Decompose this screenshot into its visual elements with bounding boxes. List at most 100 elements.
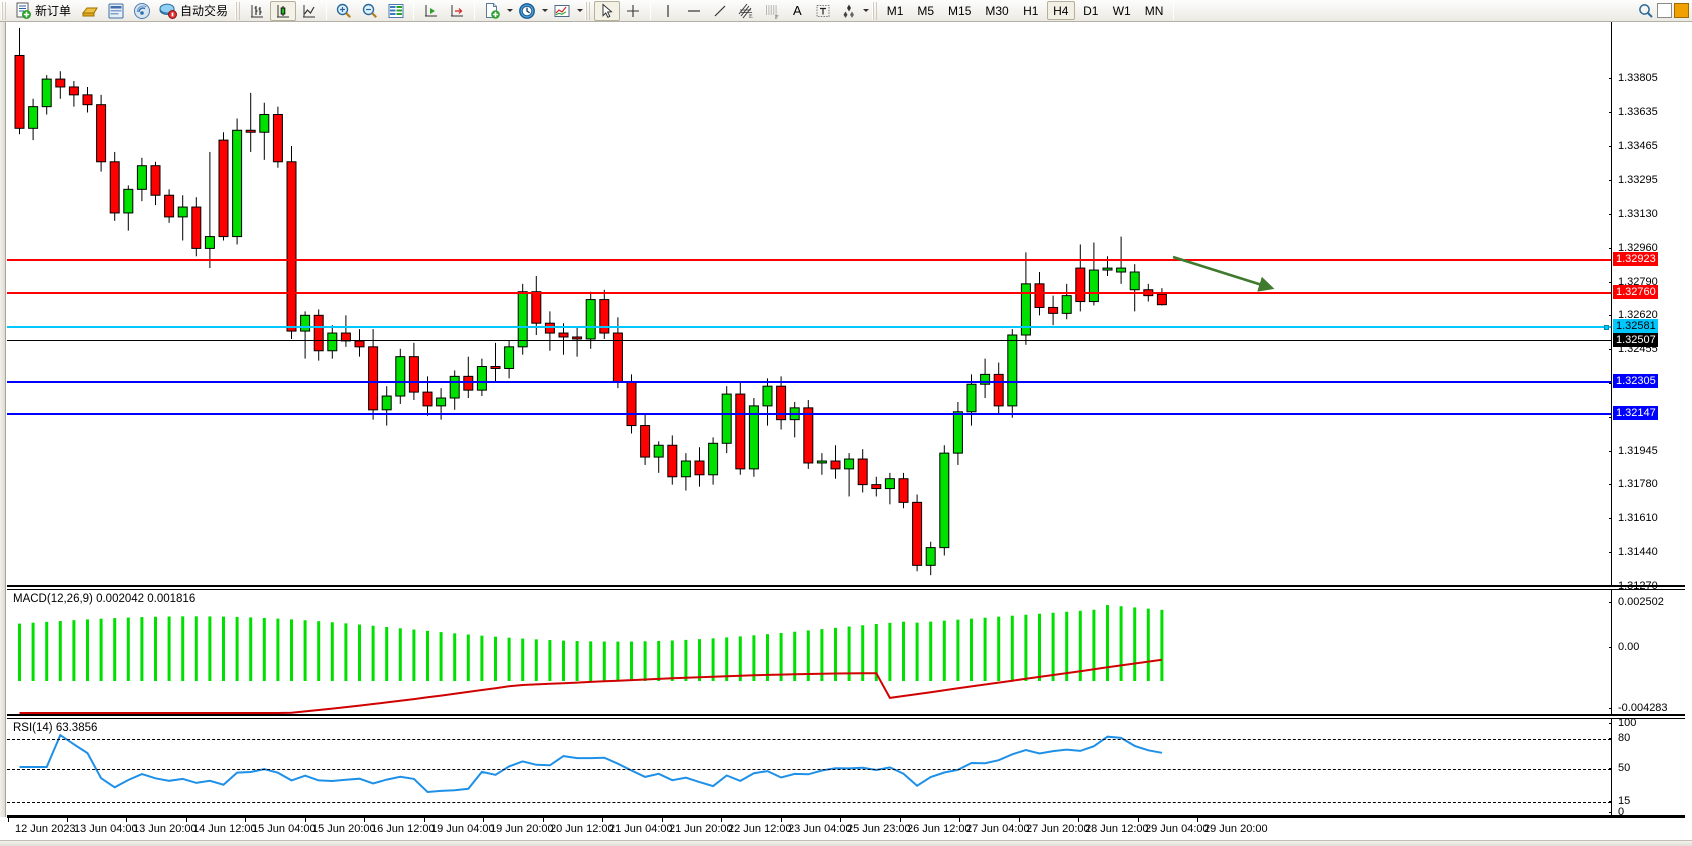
- timeframe-d1[interactable]: D1: [1083, 3, 1099, 18]
- rsi-scale[interactable]: 100 80 50 15 0: [1609, 717, 1685, 818]
- period-button[interactable]: [514, 1, 540, 21]
- templates-icon: [486, 2, 500, 19]
- candle-body: [14, 54, 25, 129]
- timeframe-m30[interactable]: M30: [985, 3, 1009, 18]
- shapes-button[interactable]: [836, 1, 862, 21]
- terminal-button[interactable]: [103, 1, 129, 21]
- level-line-support-1[interactable]: [7, 381, 1611, 383]
- macd-histogram-bar: [222, 616, 225, 681]
- candle-body: [96, 104, 107, 163]
- bid-line-anchor[interactable]: [1604, 325, 1609, 330]
- timeframe-mn[interactable]: MN: [1144, 3, 1164, 18]
- time-axis-label: 29 Jun 04:00: [1138, 817, 1209, 835]
- zoom-in-button[interactable]: [331, 1, 357, 21]
- period-dropdown-caret[interactable]: [540, 2, 549, 20]
- equidistant-channel-button[interactable]: E: [733, 1, 759, 21]
- candlestick-chart-button[interactable]: [270, 0, 297, 21]
- candle-body: [381, 395, 392, 411]
- level-line-bid[interactable]: [7, 325, 1611, 330]
- auto-scroll-button[interactable]: [418, 1, 444, 21]
- timeframe-m15[interactable]: M15: [948, 3, 972, 18]
- candle-body: [1129, 271, 1140, 291]
- time-axis-label: 13 Jun 04:00: [67, 817, 138, 835]
- zoom-in-icon: [336, 3, 352, 18]
- toolbar-separator-2: [413, 1, 415, 20]
- chart-vertical-scrollbar[interactable]: [0, 22, 6, 817]
- chart-shift-button[interactable]: [444, 1, 470, 21]
- time-axis-label: 15 Jun 04:00: [245, 817, 316, 835]
- candle-body: [449, 375, 460, 399]
- macd-histogram-bar: [235, 616, 239, 681]
- templates-dropdown-caret[interactable]: [505, 2, 514, 20]
- gold-bar-button[interactable]: [77, 1, 103, 21]
- time-axis-label: 28 Jun 12:00: [1078, 817, 1149, 835]
- zoom-out-button[interactable]: [357, 1, 383, 21]
- time-axis-label: 22 Jun 12:00: [721, 817, 792, 835]
- macd-histogram-bar: [426, 630, 429, 681]
- signals-button[interactable]: [129, 1, 155, 21]
- line-chart-button[interactable]: [296, 1, 322, 21]
- candle-body: [803, 407, 814, 464]
- toolbar-grip-3[interactable]: [585, 1, 593, 20]
- candle-body: [708, 442, 719, 476]
- vertical-line-button[interactable]: [655, 1, 681, 21]
- price-tick: 1.33130: [1609, 208, 1686, 221]
- candle-body: [1061, 295, 1072, 314]
- candle-body: [680, 460, 691, 478]
- macd-histogram-bar: [466, 634, 470, 681]
- candle-body: [830, 460, 841, 470]
- toolbar-grip-2[interactable]: [235, 1, 243, 20]
- macd-scale[interactable]: 0.002502 0.00 -0.004283: [1609, 590, 1685, 714]
- auto-trading-label: 自动交易: [180, 3, 229, 18]
- price-tick: 1.33635: [1609, 106, 1686, 119]
- time-axis-label: 26 Jun 12:00: [900, 817, 971, 835]
- horizontal-line-button[interactable]: [681, 1, 707, 21]
- vertical-line-icon: [667, 4, 669, 17]
- candle-body: [776, 385, 787, 421]
- timeframe-m1[interactable]: M1: [886, 3, 904, 18]
- macd-histogram-bar: [657, 640, 661, 681]
- candle-body: [272, 114, 283, 163]
- macd-signal-line: [19, 658, 1163, 714]
- data-window-button[interactable]: [383, 1, 409, 21]
- down-arrow-annotation[interactable]: [7, 22, 1611, 587]
- timeframe-h4[interactable]: H4: [1046, 1, 1075, 20]
- bar-chart-button[interactable]: [244, 1, 270, 21]
- candle-body: [286, 161, 297, 332]
- search-icon[interactable]: [1637, 2, 1655, 20]
- text-button[interactable]: A: [793, 3, 802, 18]
- auto-trading-button[interactable]: 自动交易: [155, 1, 234, 21]
- candle-body: [816, 460, 827, 464]
- chart-shift-icon: [451, 4, 464, 16]
- candle-body: [1088, 269, 1099, 303]
- time-axis-label: 16 Jun 12:00: [364, 817, 435, 835]
- crosshair-button[interactable]: [620, 1, 646, 21]
- macd-histogram-bar: [970, 618, 973, 681]
- toolbar-grip-4[interactable]: [871, 1, 879, 20]
- macd-histogram-bar: [1119, 606, 1123, 681]
- level-line-resistance-1[interactable]: [7, 259, 1611, 261]
- indicators-button[interactable]: [549, 1, 575, 21]
- level-line-support-2[interactable]: [7, 413, 1611, 415]
- timeframe-m5[interactable]: M5: [917, 3, 935, 18]
- timeframe-h1[interactable]: H1: [1023, 3, 1039, 18]
- price-scale[interactable]: 1.33805 1.33635 1.33465 1.33295 1.33130 …: [1609, 22, 1686, 592]
- status-box-amber-icon[interactable]: [1674, 3, 1689, 18]
- templates-button[interactable]: [479, 1, 505, 21]
- indicators-dropdown-caret[interactable]: [575, 2, 584, 20]
- candle-body: [368, 346, 379, 411]
- candle-body: [653, 444, 664, 458]
- timeframe-w1[interactable]: W1: [1112, 3, 1131, 18]
- text-label-button[interactable]: [810, 1, 836, 21]
- fibonacci-button[interactable]: F: [759, 1, 785, 21]
- trendline-button[interactable]: [707, 1, 733, 21]
- candle-body: [531, 291, 542, 324]
- toolbar-grip[interactable]: [1, 1, 8, 20]
- shapes-dropdown-caret[interactable]: [862, 2, 871, 20]
- cursor-button[interactable]: [594, 0, 621, 21]
- svg-text:E: E: [749, 14, 753, 20]
- time-axis-label: 14 Jun 12:00: [186, 817, 257, 835]
- new-order-button[interactable]: 新订单: [10, 1, 77, 21]
- status-box-icon[interactable]: [1657, 3, 1672, 18]
- level-line-resistance-2[interactable]: [7, 292, 1611, 294]
